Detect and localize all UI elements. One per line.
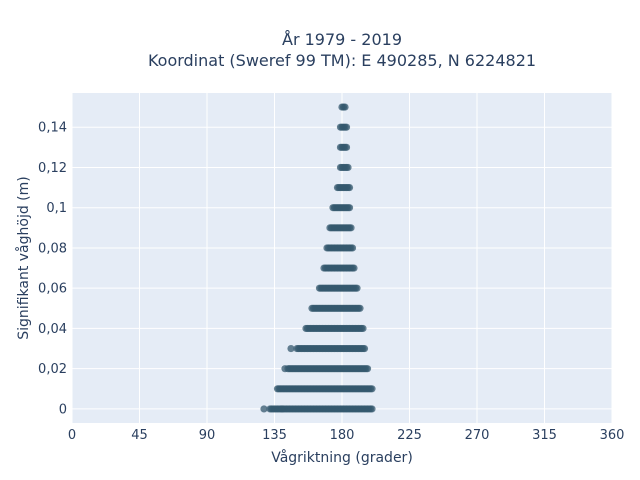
point-band [329, 204, 354, 212]
data-point [345, 183, 354, 192]
data-point [368, 405, 376, 413]
y-tick-label: 0 [59, 402, 67, 417]
point-band [308, 304, 364, 312]
data-point [360, 344, 369, 353]
point-band [336, 163, 352, 172]
data-point [359, 324, 367, 333]
data-point [341, 103, 349, 111]
x-tick-label: 315 [532, 428, 557, 443]
y-tick-label: 0,12 [38, 161, 67, 176]
point-band [336, 143, 351, 151]
point-band [338, 103, 349, 111]
y-axis-title: Signifikant våghöjd (m) [15, 176, 32, 339]
point-band [281, 365, 372, 373]
data-point [287, 344, 295, 353]
data-point [348, 244, 357, 252]
point-band [336, 123, 351, 131]
data-point [363, 365, 372, 373]
y-tick-label: 0,04 [38, 322, 67, 337]
y-tick-label: 0,08 [38, 241, 67, 256]
data-point [368, 385, 376, 393]
y-tick-label: 0,02 [38, 362, 67, 377]
chart-title-line-1: År 1979 - 2019 [282, 30, 402, 49]
point-band [326, 224, 355, 232]
x-tick-label: 360 [600, 428, 625, 443]
data-point [356, 304, 364, 312]
data-point [342, 143, 351, 151]
point-band [302, 324, 367, 333]
data-points [260, 103, 376, 413]
data-point [344, 163, 352, 172]
point-band [315, 284, 361, 292]
x-tick-label: 180 [330, 428, 355, 443]
x-tick-label: 90 [199, 428, 216, 443]
x-tick-label: 135 [262, 428, 287, 443]
x-tick-label: 270 [465, 428, 490, 443]
data-point [342, 123, 351, 131]
x-tick-label: 0 [68, 428, 76, 443]
x-axis-ticks: 0 45 90 135 180 225 270 315 360 [68, 428, 625, 443]
y-axis-ticks: 0 0,02 0,04 0,06 0,08 0,1 0,12 0,14 [38, 121, 67, 418]
data-point [281, 365, 289, 373]
data-point [278, 405, 286, 413]
data-point [345, 204, 354, 212]
x-tick-label: 225 [397, 428, 422, 443]
point-band [273, 385, 376, 393]
y-tick-label: 0,14 [38, 121, 67, 136]
point-band [333, 183, 354, 192]
chart-title-line-2: Koordinat (Sweref 99 TM): E 490285, N 62… [148, 51, 536, 70]
data-point [353, 284, 361, 292]
point-band [260, 405, 376, 413]
point-band [323, 244, 357, 252]
y-tick-label: 0,1 [46, 201, 67, 216]
data-point [350, 264, 358, 272]
y-tick-label: 0,06 [38, 282, 67, 297]
x-tick-label: 45 [131, 428, 148, 443]
point-band [320, 264, 358, 272]
x-axis-title: Vågriktning (grader) [271, 449, 413, 466]
data-point [260, 405, 268, 413]
data-point [347, 224, 355, 232]
point-band [287, 344, 369, 353]
